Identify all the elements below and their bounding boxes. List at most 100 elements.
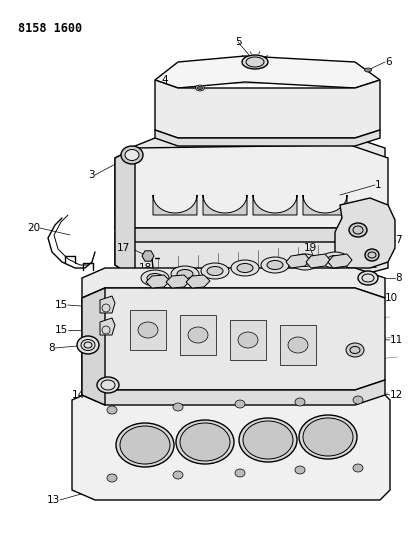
Polygon shape	[155, 80, 380, 138]
Text: 3: 3	[88, 170, 95, 180]
Polygon shape	[166, 275, 190, 288]
Text: 6: 6	[385, 57, 392, 67]
Ellipse shape	[297, 257, 313, 266]
Polygon shape	[115, 215, 388, 243]
Ellipse shape	[261, 257, 289, 273]
Ellipse shape	[295, 398, 305, 406]
Polygon shape	[155, 130, 380, 146]
Text: 5: 5	[235, 37, 241, 47]
Ellipse shape	[291, 254, 319, 270]
Polygon shape	[82, 268, 385, 298]
Text: 8: 8	[395, 273, 402, 283]
Text: 12: 12	[390, 390, 403, 400]
Polygon shape	[335, 198, 395, 268]
Polygon shape	[230, 320, 266, 360]
Polygon shape	[280, 325, 316, 365]
Ellipse shape	[171, 266, 199, 282]
Polygon shape	[286, 254, 310, 268]
Text: 16: 16	[82, 295, 95, 305]
Ellipse shape	[239, 418, 297, 462]
Ellipse shape	[365, 68, 372, 72]
Ellipse shape	[238, 332, 258, 348]
Polygon shape	[203, 195, 247, 215]
Ellipse shape	[198, 86, 203, 90]
Polygon shape	[253, 195, 297, 215]
Text: 2: 2	[370, 260, 376, 270]
Ellipse shape	[116, 423, 174, 467]
Ellipse shape	[303, 418, 353, 456]
Ellipse shape	[173, 471, 183, 479]
Text: 1: 1	[375, 180, 382, 190]
Ellipse shape	[267, 261, 283, 270]
Ellipse shape	[141, 270, 169, 286]
Text: 18: 18	[139, 263, 152, 273]
Polygon shape	[82, 288, 105, 405]
Ellipse shape	[97, 377, 119, 393]
Ellipse shape	[358, 271, 378, 285]
Text: 4: 4	[162, 75, 168, 85]
Ellipse shape	[177, 270, 193, 279]
Polygon shape	[306, 254, 330, 268]
Ellipse shape	[353, 396, 363, 404]
Ellipse shape	[201, 263, 229, 279]
Polygon shape	[328, 254, 352, 268]
Ellipse shape	[176, 420, 234, 464]
Ellipse shape	[173, 403, 183, 411]
Ellipse shape	[138, 322, 158, 338]
Ellipse shape	[321, 252, 349, 268]
Polygon shape	[186, 275, 210, 288]
Polygon shape	[82, 380, 385, 405]
Ellipse shape	[235, 469, 245, 477]
Text: 17: 17	[117, 243, 130, 253]
Ellipse shape	[125, 149, 139, 160]
Text: 10: 10	[385, 293, 398, 303]
Ellipse shape	[346, 343, 364, 357]
Ellipse shape	[288, 337, 308, 353]
Ellipse shape	[242, 55, 268, 69]
Ellipse shape	[327, 255, 343, 264]
Ellipse shape	[207, 266, 223, 276]
Text: 7: 7	[395, 235, 402, 245]
Ellipse shape	[107, 474, 117, 482]
Text: 13: 13	[47, 495, 60, 505]
Ellipse shape	[243, 421, 293, 459]
Ellipse shape	[180, 423, 230, 461]
Polygon shape	[153, 195, 197, 215]
Ellipse shape	[237, 263, 253, 272]
Text: 19: 19	[303, 243, 316, 253]
Ellipse shape	[365, 249, 379, 261]
Ellipse shape	[235, 400, 245, 408]
Text: 9: 9	[375, 277, 382, 287]
Polygon shape	[180, 315, 216, 355]
Ellipse shape	[107, 406, 117, 414]
Polygon shape	[146, 275, 170, 288]
Polygon shape	[130, 138, 385, 160]
Ellipse shape	[120, 426, 170, 464]
Polygon shape	[115, 232, 388, 278]
Text: 15: 15	[55, 325, 68, 335]
Text: 20: 20	[27, 223, 40, 233]
Polygon shape	[100, 318, 115, 335]
Text: 11: 11	[390, 335, 403, 345]
Polygon shape	[115, 148, 135, 278]
Polygon shape	[142, 251, 154, 261]
Ellipse shape	[196, 85, 205, 91]
Ellipse shape	[299, 415, 357, 459]
Text: 15: 15	[55, 300, 68, 310]
Polygon shape	[82, 288, 385, 390]
Ellipse shape	[349, 223, 367, 237]
Ellipse shape	[295, 466, 305, 474]
Text: 14: 14	[72, 390, 85, 400]
Ellipse shape	[77, 336, 99, 354]
Ellipse shape	[147, 273, 163, 282]
Ellipse shape	[353, 464, 363, 472]
Text: 8158 1600: 8158 1600	[18, 22, 82, 35]
Text: 8: 8	[48, 343, 55, 353]
Polygon shape	[115, 145, 388, 228]
Polygon shape	[130, 310, 166, 350]
Polygon shape	[72, 390, 390, 500]
Polygon shape	[303, 195, 347, 215]
Ellipse shape	[231, 260, 259, 276]
Polygon shape	[155, 56, 380, 88]
Ellipse shape	[188, 327, 208, 343]
